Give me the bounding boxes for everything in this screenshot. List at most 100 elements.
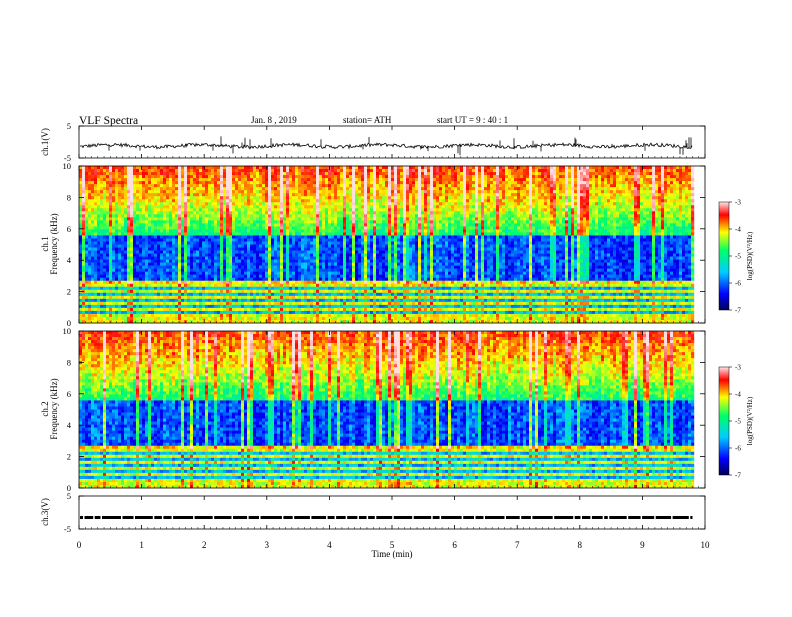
spectrogram-cell: [349, 235, 352, 238]
spectrogram-cell: [127, 196, 130, 199]
spectrogram-cell: [274, 172, 277, 175]
spectrogram-cell: [133, 229, 136, 232]
spectrogram-cell: [262, 193, 265, 196]
spectrogram-cell: [529, 184, 532, 187]
spectrogram-cell: [292, 229, 295, 232]
spectrogram-cell: [175, 211, 178, 214]
spectrogram-cell: [652, 175, 655, 178]
spectrogram-cell: [673, 190, 676, 193]
spectrogram-cell: [676, 175, 679, 178]
spectrogram-cell: [244, 175, 247, 178]
spectrogram-cell: [598, 199, 601, 202]
spectrogram-cell: [679, 211, 682, 214]
spectrogram-cell: [634, 178, 637, 181]
spectrogram-cell: [196, 178, 199, 181]
spectrogram-cell: [337, 193, 340, 196]
spectrogram-cell: [553, 178, 556, 181]
spectrogram-cell: [538, 178, 541, 181]
spectrogram-cell: [580, 184, 583, 187]
spectrogram-cell: [193, 229, 196, 232]
spectrogram-cell: [520, 187, 523, 190]
spectrogram-cell: [220, 169, 223, 172]
spectrogram-cell: [373, 235, 376, 238]
spectrogram-cell: [565, 178, 568, 181]
spectrogram-cell: [103, 196, 106, 199]
spectrogram-cell: [172, 235, 175, 238]
spectrogram-cell: [409, 184, 412, 187]
spectrogram-cell: [460, 217, 463, 220]
spectrogram-cell: [172, 202, 175, 205]
spectrogram-cell: [406, 175, 409, 178]
spectrogram-cell: [268, 202, 271, 205]
spectrogram-cell: [526, 196, 529, 199]
spectrogram-cell: [508, 226, 511, 229]
spectrogram-cell: [190, 232, 193, 235]
spectrogram-cell: [481, 205, 484, 208]
spectrogram-cell: [565, 193, 568, 196]
spectrogram-cell: [91, 223, 94, 226]
spectrogram-cell: [628, 184, 631, 187]
spectrogram-cell: [352, 169, 355, 172]
spectrogram-cell: [163, 238, 166, 241]
spectrogram-cell: [451, 232, 454, 235]
spectrogram-cell: [358, 220, 361, 223]
spectrogram-cell: [379, 199, 382, 202]
spectrogram-cell: [616, 208, 619, 211]
spectrogram-cell: [160, 217, 163, 220]
spectrogram-cell: [358, 214, 361, 217]
spectrogram-cell: [151, 226, 154, 229]
spectrogram-cell: [277, 229, 280, 232]
spectrogram-cell: [370, 187, 373, 190]
spectrogram-cell: [223, 178, 226, 181]
spectrogram-cell: [601, 220, 604, 223]
spectrogram-cell: [214, 205, 217, 208]
spectrogram-cell: [451, 178, 454, 181]
spectrogram-cell: [412, 199, 415, 202]
spectrogram-cell: [520, 193, 523, 196]
spectrogram-cell: [382, 193, 385, 196]
spectrogram-cell: [619, 190, 622, 193]
spectrogram-cell: [232, 229, 235, 232]
spectrogram-cell: [385, 190, 388, 193]
spectrogram-cell: [667, 193, 670, 196]
spectrogram-cell: [421, 181, 424, 184]
spectrogram-cell: [517, 235, 520, 238]
spectrogram-cell: [370, 214, 373, 217]
spectrogram-cell: [205, 184, 208, 187]
spectrogram-cell: [178, 238, 181, 241]
spectrogram-cell: [514, 169, 517, 172]
spectrogram-cell: [187, 187, 190, 190]
spectrogram-cell: [85, 172, 88, 175]
spectrogram-cell: [511, 193, 514, 196]
spectrogram-cell: [103, 211, 106, 214]
spectrogram-cell: [232, 223, 235, 226]
spectrogram-cell: [418, 211, 421, 214]
spectrogram-cell: [343, 166, 346, 169]
spectrogram-cell: [280, 172, 283, 175]
spectrogram-cell: [322, 202, 325, 205]
spectrogram-cell: [493, 190, 496, 193]
spectrogram-cell: [550, 211, 553, 214]
spectrogram-cell: [682, 226, 685, 229]
spectrogram-cell: [616, 217, 619, 220]
spectrogram-cell: [259, 175, 262, 178]
spectrogram-cell: [625, 223, 628, 226]
spectrogram-cell: [610, 211, 613, 214]
spectrogram-cell: [349, 223, 352, 226]
spectrogram-cell: [628, 208, 631, 211]
spectrogram-cell: [685, 223, 688, 226]
spectrogram-cell: [502, 190, 505, 193]
spectrogram-cell: [457, 169, 460, 172]
spectrogram-cell: [310, 205, 313, 208]
spectrogram-cell: [616, 232, 619, 235]
spectrogram-cell: [358, 211, 361, 214]
spectrogram-cell: [643, 193, 646, 196]
spectrogram-cell: [346, 235, 349, 238]
spectrogram-cell: [682, 220, 685, 223]
spectrogram-cell: [304, 214, 307, 217]
spectrogram-cell: [475, 208, 478, 211]
spectrogram-cell: [403, 187, 406, 190]
spectrogram-cell: [403, 169, 406, 172]
spectrogram-cell: [412, 220, 415, 223]
spectrogram-cell: [220, 172, 223, 175]
